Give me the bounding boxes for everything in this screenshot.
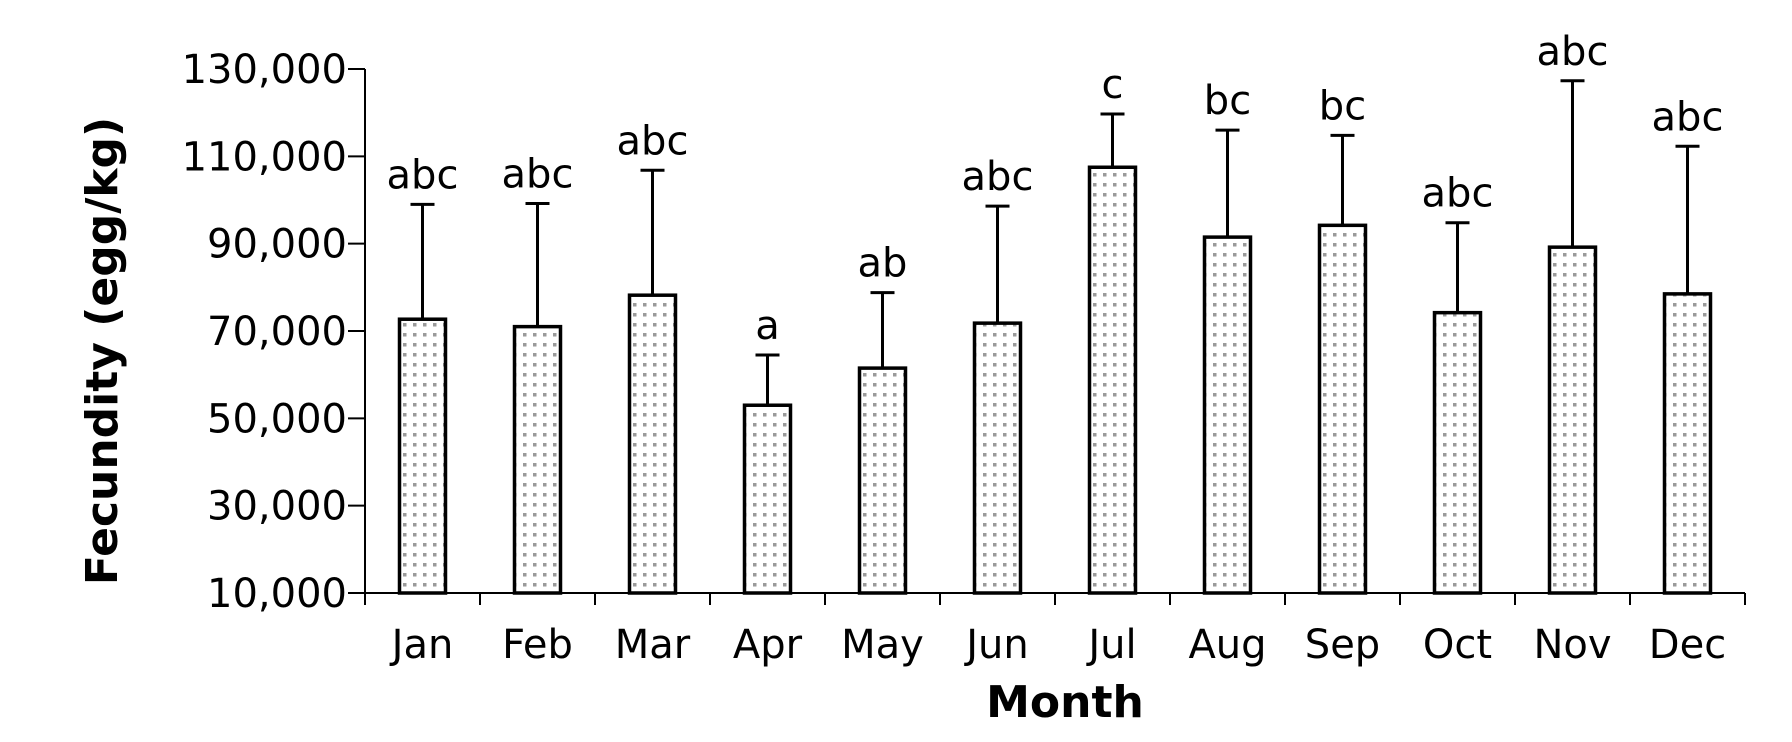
y-tick-label: 110,000 (182, 134, 347, 180)
bar-aug (1202, 235, 1253, 595)
significance-label: abc (1537, 29, 1609, 75)
significance-label: abc (962, 154, 1034, 200)
x-tick-label: Sep (1305, 622, 1380, 668)
bar-apr (742, 403, 793, 595)
x-tick-label: May (841, 622, 924, 668)
significance-label: bc (1204, 78, 1251, 124)
significance-label: abc (387, 152, 459, 198)
bar-nov (1547, 245, 1598, 595)
significance-label: ab (858, 241, 908, 287)
x-tick-label: Nov (1533, 622, 1611, 668)
bar-may (857, 366, 908, 595)
bar-oct (1432, 310, 1483, 595)
x-tick-label: Feb (502, 622, 573, 668)
x-axis-title: Month (986, 677, 1144, 728)
bar-mar (627, 293, 678, 595)
y-tick-label: 10,000 (207, 571, 347, 617)
bar-jan (397, 317, 448, 595)
y-tick-label: 30,000 (207, 484, 347, 530)
y-tick-label: 90,000 (207, 222, 347, 268)
significance-label: abc (502, 151, 574, 197)
y-tick-label: 70,000 (207, 309, 347, 355)
significance-label: abc (1652, 94, 1724, 140)
bar-sep (1317, 223, 1368, 595)
y-tick-label: 130,000 (182, 47, 347, 93)
bar-jun (972, 321, 1023, 595)
y-tick-label: 50,000 (207, 396, 347, 442)
significance-label: bc (1319, 83, 1366, 129)
x-tick-label: Aug (1188, 622, 1266, 668)
bar-feb (512, 324, 563, 595)
x-tick-label: Dec (1649, 622, 1726, 668)
x-tick-label: Jul (1085, 622, 1136, 668)
significance-label: abc (617, 118, 689, 164)
significance-label: c (1102, 62, 1124, 108)
x-tick-label: Jun (963, 622, 1029, 668)
significance-label: a (755, 303, 780, 349)
bar-dec (1662, 292, 1713, 595)
x-tick-label: Apr (733, 622, 803, 668)
significance-label: abc (1422, 171, 1494, 217)
bars (397, 79, 1713, 595)
bar-jul (1087, 165, 1138, 595)
labels: 10,000 30,000 50,000 70,000 90,000 110,000 130… (182, 29, 1727, 668)
axes (348, 68, 1746, 605)
x-tick-label: Mar (615, 622, 691, 668)
y-axis-title: Fecundity (egg/kg) (77, 117, 128, 585)
x-tick-label: Oct (1423, 622, 1492, 668)
x-tick-label: Jan (389, 622, 454, 668)
